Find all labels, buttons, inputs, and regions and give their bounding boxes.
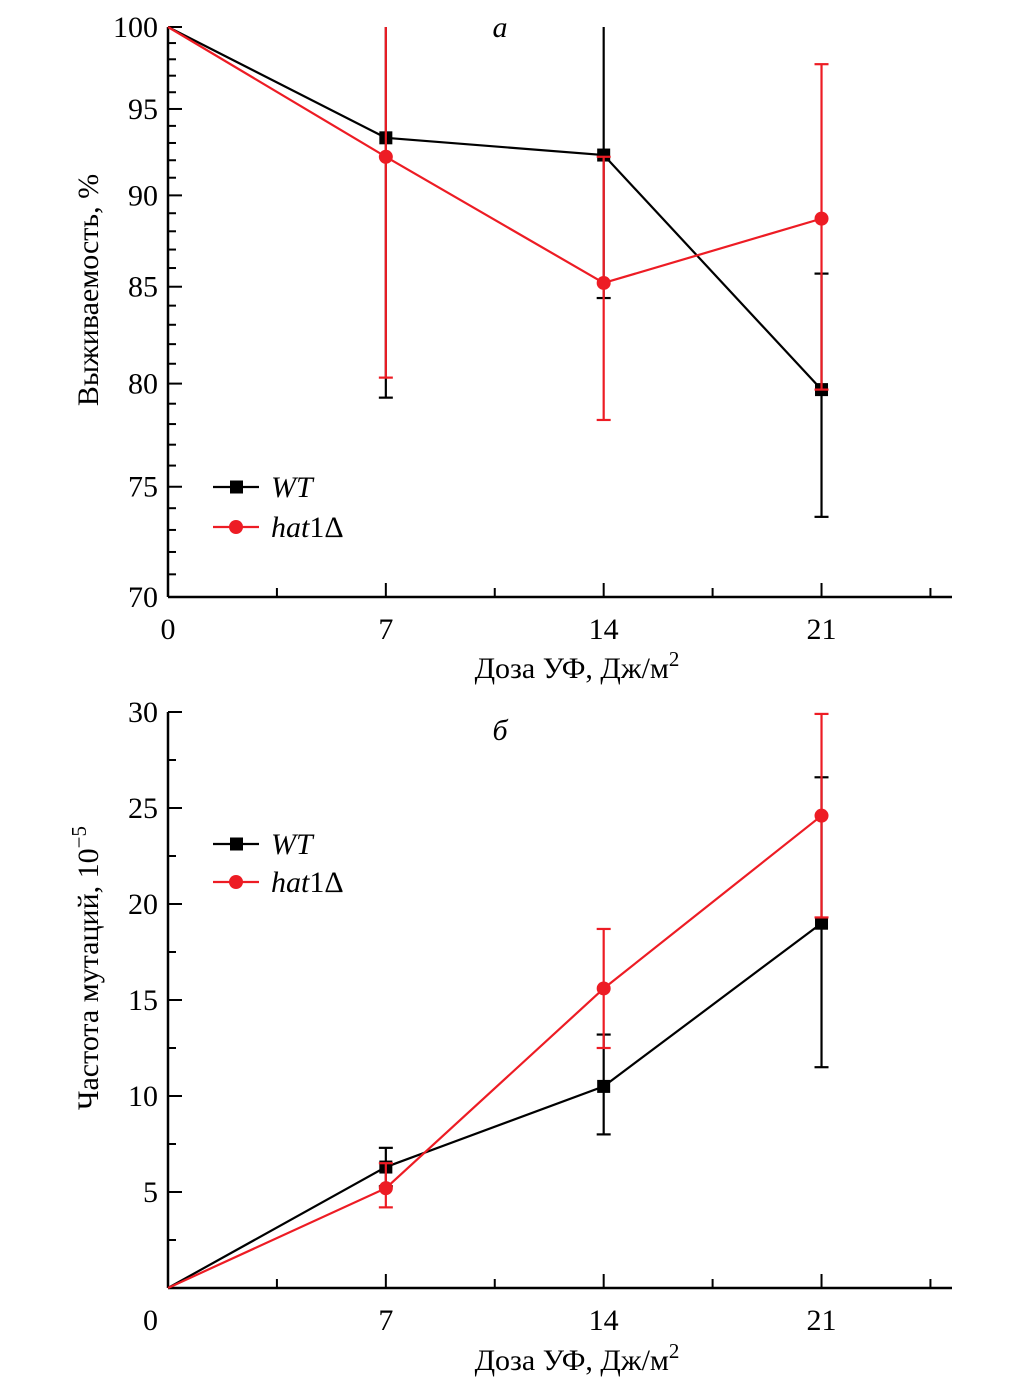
- data-point-circle: [814, 211, 829, 226]
- y-axis-title-sup-b: −5: [67, 826, 91, 848]
- series-line: [167, 922, 823, 1289]
- data-point-circle: [814, 808, 829, 823]
- series-wt: [167, 776, 829, 1289]
- legend-label: hat1Δ: [271, 866, 344, 899]
- legend-label-italic: WT: [271, 471, 315, 504]
- series-wt: [167, 26, 829, 518]
- series-line: [167, 26, 823, 391]
- series-line: [167, 26, 822, 285]
- x-tick-label: 21: [807, 1304, 837, 1337]
- x-axis-title-sup-a: 2: [669, 647, 680, 671]
- series-hat1: [167, 712, 829, 1289]
- data-point-circle: [378, 1181, 393, 1196]
- data-point-circle: [378, 149, 393, 164]
- legend-label-italic: hat: [271, 511, 310, 544]
- plot-area-b: 5 10 15 20 25 30 0 7 14 21 WT hat1Δ: [128, 696, 952, 1337]
- legend-marker-circle: [229, 875, 243, 889]
- y-tick-label: 30: [128, 696, 158, 729]
- origin-tick-label: 0: [143, 1304, 158, 1337]
- x-axis-title-a: Доза УФ, Дж/м2: [475, 647, 680, 685]
- y-tick-label: 70: [128, 581, 158, 614]
- y-tick-label: 90: [128, 179, 158, 212]
- panel-label-b: б: [492, 714, 508, 747]
- y-tick-label: 15: [128, 984, 158, 1017]
- legend-label: WT: [271, 828, 315, 861]
- y-axis-title-b: Частота мутаций, 10−5: [67, 826, 105, 1110]
- legend-label-plain: 1Δ: [309, 866, 343, 899]
- chart-panel-a: 70 75 80 85 90 95 100 0 7 14 21 WT hat1Δ а Доза УФ, …: [72, 11, 952, 685]
- y-tick-label: 5: [143, 1176, 158, 1209]
- legend-entry: hat1Δ: [213, 511, 344, 544]
- y-tick-label: 100: [113, 11, 158, 44]
- x-axis-title-sup-b: 2: [669, 1339, 680, 1363]
- y-tick-label: 95: [128, 93, 158, 126]
- y-tick-label: 80: [128, 368, 158, 401]
- y-tick-label: 75: [128, 471, 158, 504]
- x-tick-label: 0: [161, 613, 176, 646]
- x-axis-title-b: Доза УФ, Дж/м2: [475, 1339, 680, 1377]
- x-tick-label: 7: [378, 1304, 393, 1337]
- y-axis-title-text-b: Частота мутаций, 10: [72, 848, 105, 1110]
- y-tick-label: 10: [128, 1080, 158, 1113]
- x-tick-label: 14: [589, 613, 619, 646]
- data-point-circle: [596, 275, 611, 290]
- data-point-square: [815, 916, 829, 930]
- y-tick-label: 20: [128, 888, 158, 921]
- x-tick-label: 14: [589, 1304, 619, 1337]
- x-axis-title-text-a: Доза УФ, Дж/м: [475, 652, 669, 685]
- legend-marker-circle: [229, 520, 243, 534]
- data-point-square: [597, 1079, 611, 1093]
- legend-marker-square: [230, 837, 243, 851]
- series-line: [167, 814, 823, 1289]
- y-tick-label: 85: [128, 271, 158, 304]
- plot-area-a: 70 75 80 85 90 95 100 0 7 14 21 WT hat1Δ: [113, 11, 952, 646]
- x-tick-label: 21: [807, 613, 837, 646]
- legend-entry: WT: [213, 471, 315, 504]
- panel-label-a: а: [493, 11, 508, 44]
- y-axis-title-a: Выживаемость, %: [72, 174, 105, 406]
- legend-label: hat1Δ: [271, 511, 344, 544]
- legend-marker-square: [230, 480, 243, 494]
- legend-label-italic: hat: [271, 866, 310, 899]
- legend-label-italic: WT: [271, 828, 315, 861]
- y-tick-label: 25: [128, 792, 158, 825]
- legend-label-plain: 1Δ: [309, 511, 343, 544]
- data-point-circle: [596, 981, 611, 996]
- series-hat1: [167, 26, 829, 422]
- x-axis-title-text-b: Доза УФ, Дж/м: [475, 1344, 669, 1377]
- data-point-square: [597, 148, 611, 162]
- legend-label: WT: [271, 471, 315, 504]
- x-tick-label: 7: [378, 613, 393, 646]
- chart-panel-b: 5 10 15 20 25 30 0 7 14 21 WT hat1Δ б Доза УФ, Дж/м…: [67, 696, 952, 1377]
- legend-entry: hat1Δ: [213, 866, 344, 899]
- legend-entry: WT: [213, 828, 315, 861]
